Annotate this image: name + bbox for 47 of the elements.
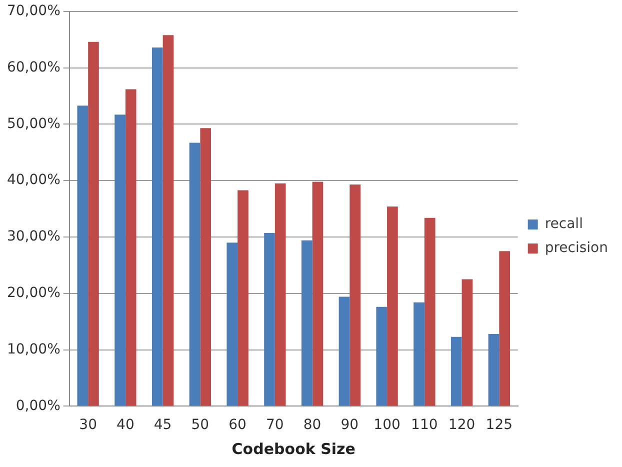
bar (462, 279, 473, 406)
bar (488, 334, 500, 406)
bar (450, 336, 462, 406)
bar (88, 42, 99, 406)
bar (162, 35, 174, 406)
y-tick-label: 60,00% (6, 59, 60, 76)
bar (114, 114, 126, 406)
bar (387, 206, 398, 406)
x-tick-label: 30 (79, 417, 97, 434)
bar (414, 302, 424, 406)
bar (264, 233, 275, 406)
bar (312, 182, 324, 406)
y-tick-label: 70,00% (6, 3, 60, 20)
x-tick-label: 100 (374, 417, 400, 434)
bar (189, 142, 200, 406)
bar (338, 296, 350, 406)
x-tick-label: 60 (228, 417, 246, 434)
bar (301, 240, 312, 406)
y-tick-label: 50,00% (6, 116, 60, 132)
y-tick-label: 40,00% (6, 172, 60, 188)
y-tick-label: 30,00% (6, 228, 60, 245)
bar (350, 184, 361, 406)
x-tick-label: 40 (116, 417, 134, 434)
bar (77, 106, 88, 406)
y-tick-label: 10,00% (6, 341, 60, 358)
legend-label: precision (544, 240, 608, 256)
y-tick-label: 0,00% (16, 398, 60, 414)
x-tick-label: 90 (340, 417, 359, 434)
y-tick-label: 20,00% (6, 285, 60, 302)
bar (274, 183, 286, 406)
bar (376, 306, 388, 406)
bar (152, 47, 163, 406)
x-axis-title: Codebook Size (232, 440, 356, 458)
bar (499, 251, 510, 406)
x-tick-label: 80 (303, 417, 322, 434)
x-tick-label: 45 (154, 417, 172, 434)
x-tick-label: 50 (191, 417, 210, 434)
x-tick-label: 110 (411, 417, 438, 434)
x-tick-label: 70 (266, 417, 284, 434)
bar (226, 242, 238, 406)
bar (424, 218, 436, 406)
bar (125, 89, 136, 406)
bar (238, 190, 248, 406)
x-tick-label: 120 (448, 417, 476, 434)
bar (200, 128, 212, 406)
x-tick-label: 125 (486, 417, 513, 434)
legend-label: recall (544, 216, 583, 232)
